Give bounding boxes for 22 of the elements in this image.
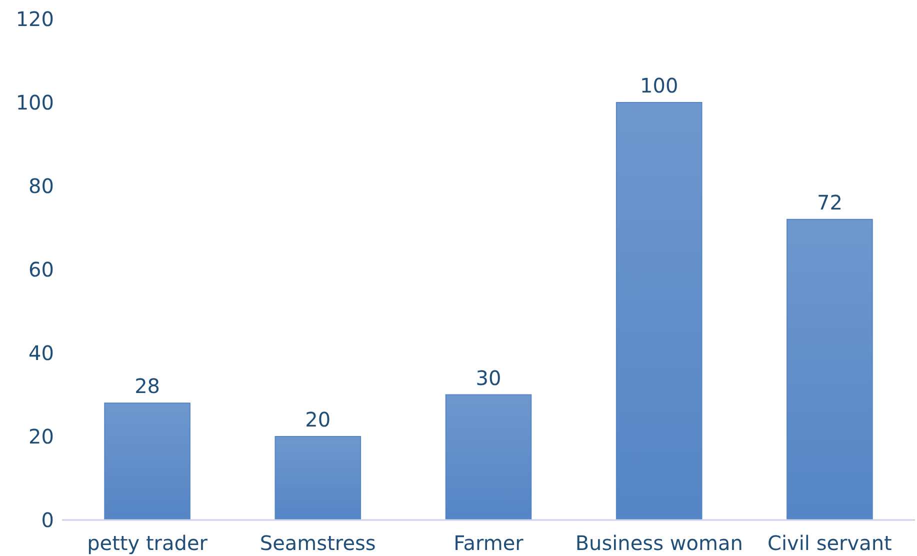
y-tick-label: 20 [28, 424, 54, 448]
x-tick-label: Seamstress [260, 531, 376, 555]
bar [786, 218, 873, 520]
x-tick-label: Civil servant [768, 531, 892, 555]
bar [274, 436, 362, 520]
data-label: 20 [305, 408, 331, 432]
y-tick-label: 60 [28, 258, 54, 282]
y-tick-label: 100 [16, 90, 54, 114]
x-tick-label: Farmer [454, 531, 524, 555]
bar [616, 102, 702, 520]
data-label: 72 [816, 190, 842, 214]
y-tick-label: 80 [28, 174, 54, 198]
bar [104, 402, 190, 520]
bar [445, 394, 532, 520]
data-label: 100 [640, 74, 678, 98]
x-tick-label: petty trader [87, 531, 208, 555]
x-tick-label: Business woman [575, 531, 743, 555]
data-label: 30 [476, 366, 502, 390]
y-tick-label: 120 [16, 7, 54, 31]
y-tick-label: 0 [41, 508, 54, 532]
y-tick-label: 40 [28, 341, 54, 365]
data-label: 28 [134, 374, 160, 398]
